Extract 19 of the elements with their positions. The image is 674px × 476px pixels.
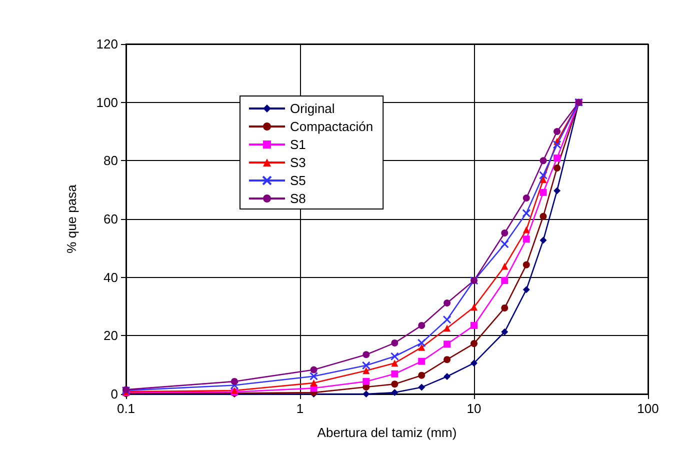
x-tick-label: 1 [296,401,304,416]
x-axis-title: Abertura del tamiz (mm) [317,425,457,440]
y-tick-label: 0 [110,386,118,402]
y-tick-label: 40 [104,270,118,285]
legend-label: S3 [290,155,306,170]
y-tick-label: 120 [96,36,118,52]
x-tick-label: 10 [466,401,482,416]
legend-label: Compactación [290,119,374,134]
legend-label: S5 [290,173,306,188]
x-tick-label: 0.1 [116,401,136,416]
x-tick-label: 100 [637,401,659,416]
y-tick-label: 100 [96,94,118,110]
y-tick-label: 80 [104,153,118,168]
legend-label: S8 [290,191,306,206]
legend-label: S1 [290,137,306,152]
y-axis-title: % que pasa [64,184,79,254]
y-tick-label: 20 [104,328,118,344]
y-tick-label: 60 [104,212,118,226]
legend-label: Original [290,101,335,116]
